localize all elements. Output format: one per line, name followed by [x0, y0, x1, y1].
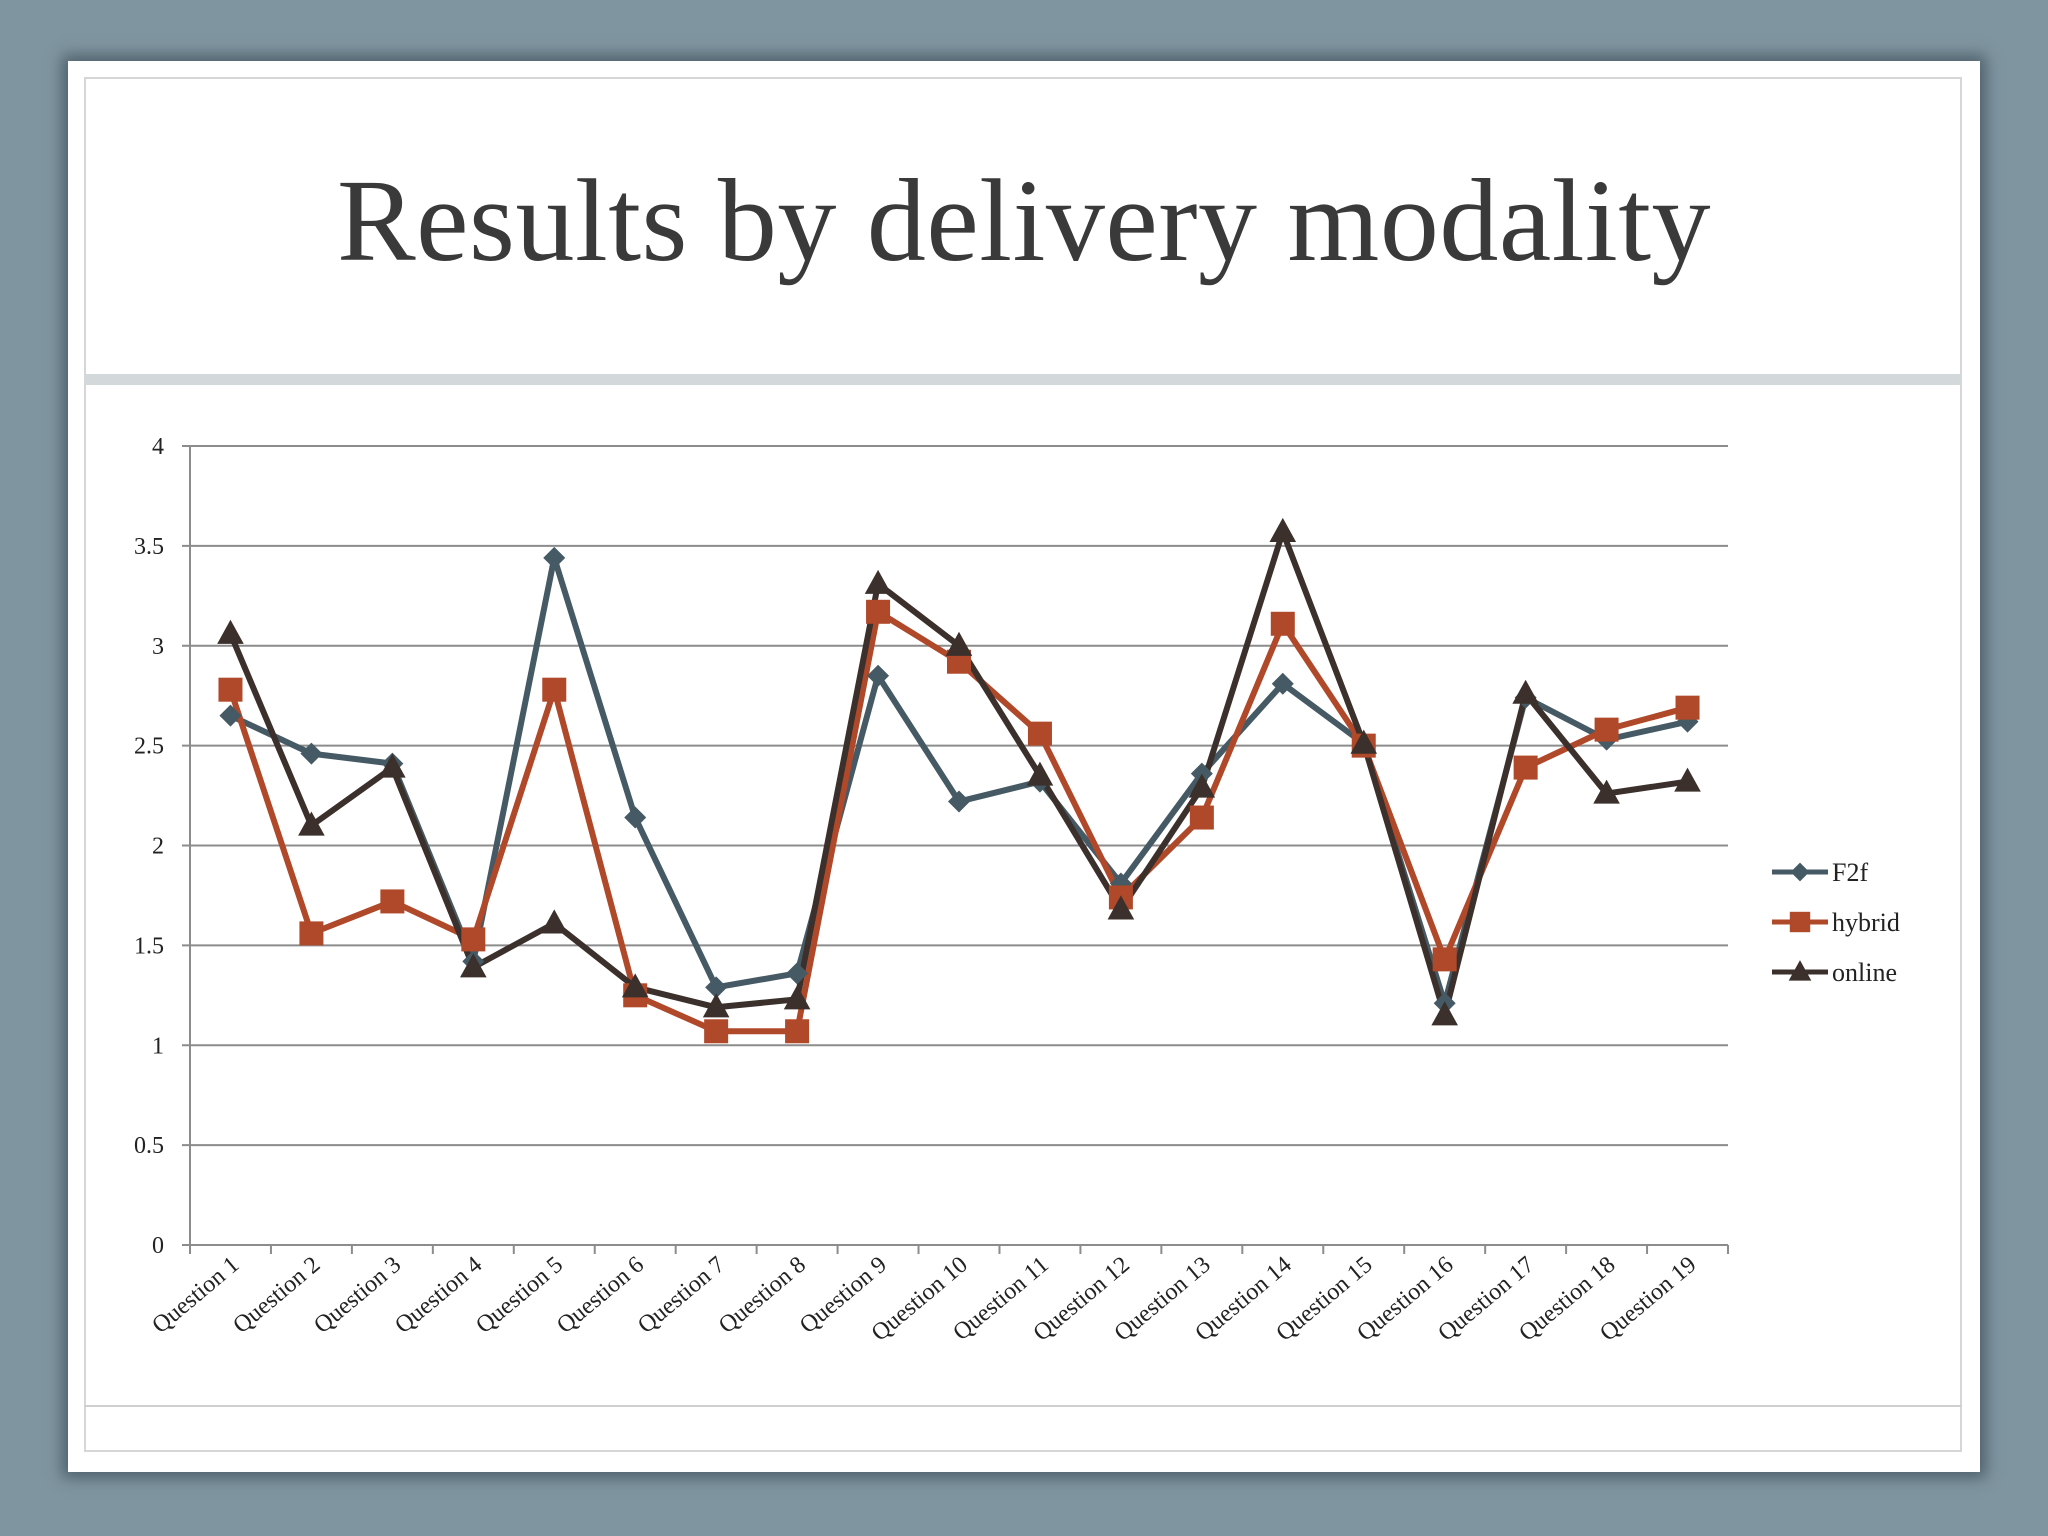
- data-point-online: [1674, 767, 1701, 792]
- data-point-online: [1188, 773, 1216, 798]
- y-tick-label: 0.5: [134, 1133, 164, 1159]
- y-tick-label: 4: [152, 434, 164, 460]
- data-point-f2f: [624, 806, 647, 829]
- y-tick-label: 3: [152, 634, 164, 660]
- y-tick-label: 0: [152, 1233, 164, 1259]
- axes: [182, 445, 1729, 1254]
- slide-title: Results by delivery modality: [336, 155, 1712, 286]
- x-tick-label: Question 2: [228, 1252, 325, 1339]
- data-point-online: [1107, 895, 1135, 920]
- title-divider: [84, 374, 1962, 385]
- x-tick-label: Question 5: [471, 1252, 568, 1339]
- data-point-online: [945, 631, 973, 656]
- data-point-f2f: [1271, 672, 1294, 695]
- data-point-hybrid: [542, 677, 567, 702]
- data-point-online: [864, 569, 892, 594]
- x-tick-label: Question 3: [309, 1252, 406, 1339]
- legend-marker-online: [1788, 960, 1812, 981]
- data-point-hybrid: [785, 1019, 810, 1044]
- series-markers: [217, 517, 1701, 1044]
- data-point-hybrid: [1027, 721, 1052, 746]
- data-point-f2f: [867, 664, 890, 687]
- y-tick-label: 1: [152, 1033, 164, 1059]
- y-tick-label: 3.5: [134, 534, 164, 560]
- x-tick-label: Question 6: [552, 1252, 649, 1339]
- legend-label-hybrid: hybrid: [1832, 908, 1900, 937]
- data-point-hybrid: [1513, 755, 1538, 780]
- data-point-f2f: [705, 976, 728, 999]
- data-point-online: [460, 953, 487, 978]
- x-tick-label: Question 7: [633, 1252, 730, 1339]
- y-tick-label: 2.5: [134, 734, 164, 760]
- legend: F2f hybrid online: [1772, 858, 1900, 987]
- data-point-f2f: [219, 704, 242, 727]
- data-point-online: [217, 619, 244, 644]
- data-point-f2f: [543, 546, 566, 569]
- data-point-hybrid: [1270, 611, 1295, 636]
- data-point-f2f: [786, 962, 809, 985]
- data-point-online: [783, 985, 811, 1010]
- legend-marker-f2f: [1790, 862, 1810, 882]
- data-point-f2f: [300, 742, 323, 765]
- data-point-online: [1512, 679, 1539, 704]
- data-point-hybrid: [866, 599, 891, 624]
- data-point-online: [1269, 517, 1297, 542]
- data-point-online: [702, 993, 730, 1018]
- data-point-online: [621, 973, 649, 998]
- y-tick-label: 1.5: [134, 933, 164, 959]
- x-tick-label: Question 4: [390, 1252, 487, 1339]
- x-tick-label: Question 8: [714, 1252, 811, 1339]
- footer-divider: [84, 1405, 1962, 1407]
- data-point-hybrid: [461, 927, 486, 952]
- legend-label-online: online: [1832, 958, 1897, 987]
- data-point-hybrid: [380, 889, 405, 914]
- data-point-online: [1593, 779, 1620, 804]
- x-tick-label: Question 1: [147, 1252, 244, 1339]
- data-point-hybrid: [299, 921, 324, 946]
- data-point-online: [1350, 729, 1378, 754]
- data-point-online: [1026, 761, 1054, 786]
- slide-frame: [84, 77, 1962, 1452]
- legend-marker-hybrid: [1789, 911, 1811, 933]
- data-point-hybrid: [704, 1019, 729, 1044]
- y-tick-label: 2: [152, 834, 164, 860]
- data-point-hybrid: [1675, 695, 1700, 720]
- data-point-online: [1431, 1001, 1458, 1026]
- data-point-hybrid: [1432, 947, 1457, 972]
- series-line-online: [227, 528, 1691, 1019]
- data-point-online: [298, 811, 325, 836]
- data-point-hybrid: [218, 677, 243, 702]
- data-point-online: [540, 909, 568, 934]
- series-lines: [227, 528, 1691, 1035]
- series-line-f2f: [227, 554, 1691, 1007]
- data-point-hybrid: [1594, 717, 1619, 742]
- legend-label-f2f: F2f: [1832, 858, 1868, 887]
- series-line-hybrid: [227, 608, 1691, 1035]
- data-point-f2f: [948, 790, 970, 813]
- data-point-hybrid: [1189, 805, 1214, 830]
- data-point-online: [379, 753, 406, 778]
